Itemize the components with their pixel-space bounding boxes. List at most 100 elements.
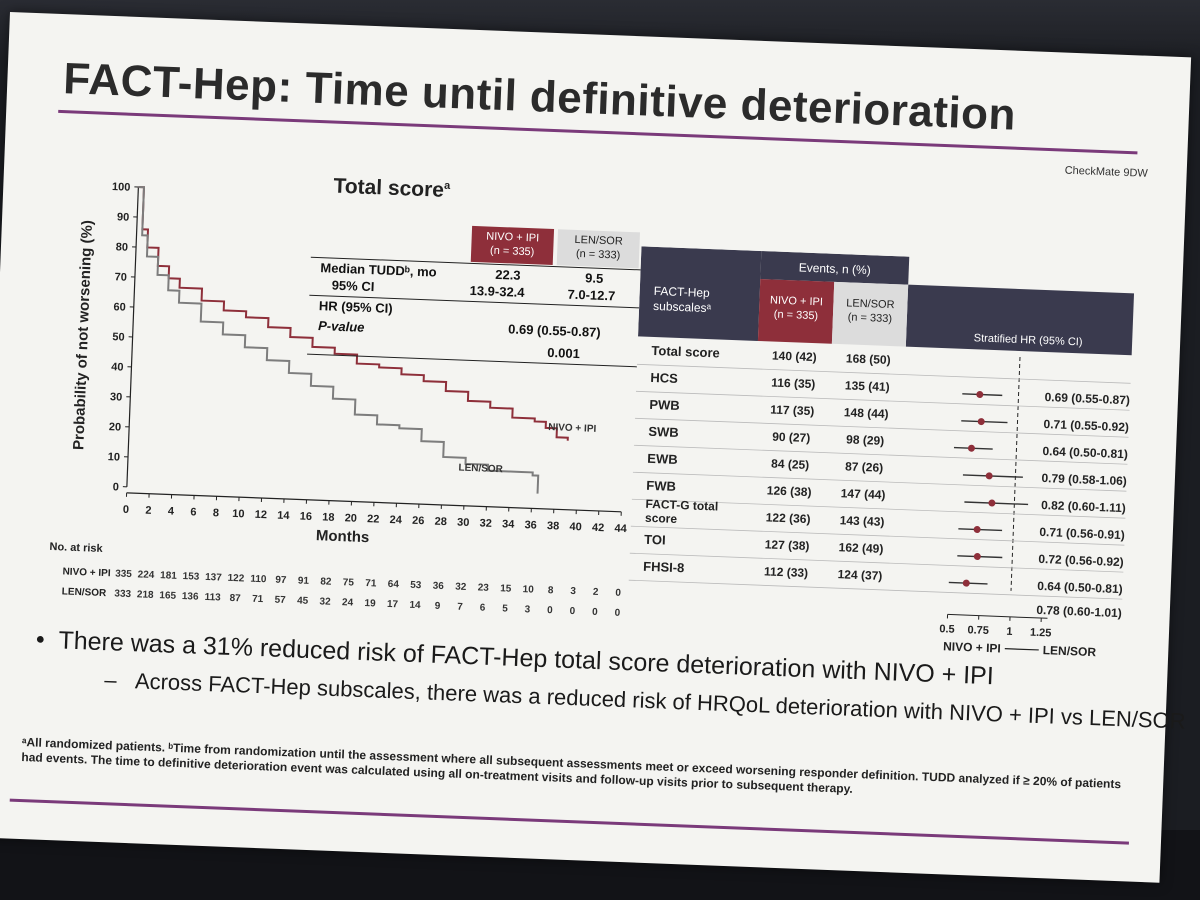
risk-count: 64 — [388, 579, 400, 590]
x-tick-label: 10 — [232, 508, 245, 520]
risk-count: 3 — [524, 604, 530, 615]
x-tick-label: 6 — [190, 506, 197, 518]
forest-row-rule — [631, 498, 1126, 519]
risk-count: 24 — [342, 597, 354, 608]
x-tick-label: 4 — [168, 505, 175, 517]
x-tick-label: 32 — [479, 517, 492, 529]
risk-count: 218 — [137, 589, 155, 601]
forest-header-bg — [638, 246, 762, 341]
hr-value-text: 0.71 (0.56-0.91) — [1039, 525, 1125, 542]
forest-arm2-events: 147 (44) — [841, 486, 886, 502]
ci-arm1: 13.9-32.4 — [469, 282, 525, 300]
risk-count: 19 — [364, 598, 376, 609]
hr-point — [967, 444, 975, 452]
risk-count: 113 — [204, 592, 221, 604]
x-tick-label: 38 — [547, 520, 560, 532]
presentation-slide: FACT-Hep: Time until definitive deterior… — [0, 12, 1192, 883]
arm1-header-n: (n = 335) — [774, 309, 819, 323]
x-tick-label: 18 — [322, 511, 335, 523]
y-tick-label: 10 — [108, 451, 121, 463]
risk-count: 45 — [297, 595, 309, 606]
hr-header: Stratified HR (95% CI) — [974, 332, 1083, 348]
hr-header-bg — [905, 284, 1135, 356]
hr-value-text: 0.72 (0.56-0.92) — [1038, 552, 1124, 569]
risk-count: 91 — [298, 575, 310, 586]
forest-arm2-events: 148 (44) — [844, 405, 889, 421]
risk-count: 57 — [274, 595, 286, 606]
forest-row-rule — [632, 471, 1127, 492]
forest-row-rule — [634, 417, 1129, 438]
y-tick-label: 90 — [117, 211, 130, 223]
forest-arm2-events: 162 (49) — [838, 540, 883, 556]
x-tick-label: 30 — [457, 517, 470, 529]
x-tick-label: 2 — [145, 505, 152, 517]
forest-arm1-events: 117 (35) — [770, 402, 815, 418]
forest-x-axis — [947, 613, 1048, 619]
hr-value-text: 0.64 (0.50-0.81) — [1042, 444, 1128, 461]
forest-row-rule — [630, 525, 1125, 546]
x-tick-label: 40 — [569, 521, 582, 533]
risk-count: 82 — [320, 576, 332, 587]
events-header-bg — [760, 251, 910, 285]
hr-value-text: 0.69 (0.55-0.87) — [1044, 390, 1130, 407]
x-tick-label: 42 — [592, 522, 605, 534]
forest-row-rule — [635, 390, 1130, 411]
risk-count: 7 — [457, 602, 463, 613]
forest-arm2-events: 98 (29) — [846, 432, 885, 447]
x-tick-label: 24 — [389, 514, 403, 526]
favors-arrow — [1004, 648, 1039, 651]
hr-value-text: 0.82 (0.60-1.11) — [1041, 498, 1126, 515]
risk-count: 122 — [227, 573, 245, 585]
forest-arm1-events: 90 (27) — [772, 430, 811, 445]
risk-count: 224 — [137, 569, 155, 581]
subscale-header: FACT-Hep — [653, 284, 710, 300]
km-series-label: LEN/SOR — [458, 463, 504, 476]
hr-value-text: 0.64 (0.50-0.81) — [1037, 579, 1123, 596]
forest-arm2-events: 168 (50) — [846, 351, 891, 367]
risk-count: 32 — [455, 582, 467, 593]
hr-point — [985, 472, 993, 480]
median-arm2: 9.5 — [584, 270, 604, 286]
favors-left-label: NIVO + IPI — [943, 639, 1001, 655]
risk-count: 32 — [319, 596, 331, 607]
forest-row-label: PWB — [649, 397, 680, 413]
risk-count: 110 — [250, 574, 267, 586]
slide-bottom-rule — [9, 798, 1129, 845]
forest-row-label: EWB — [647, 451, 678, 467]
forest-row-label: score — [645, 511, 678, 526]
arm1-header-bg — [757, 278, 835, 344]
subscale-header: subscalesᵃ — [653, 299, 712, 315]
x-tick-label: 14 — [277, 510, 291, 522]
risk-row-label: NIVO + IPI — [62, 566, 111, 579]
hr-point — [977, 418, 985, 426]
risk-count: 3 — [570, 586, 576, 597]
forest-arm2-events: 124 (37) — [837, 567, 882, 583]
x-tick-label: 34 — [502, 518, 516, 530]
forest-x-tick-label: 0.5 — [939, 623, 955, 636]
risk-count: 5 — [502, 603, 508, 614]
forest-row-label: FACT-G total — [645, 497, 718, 514]
risk-count: 36 — [432, 581, 444, 592]
risk-count: 153 — [182, 571, 200, 583]
stats-header-arm2-n: (n = 333) — [575, 247, 621, 262]
risk-count: 0 — [547, 605, 553, 616]
risk-count: 0 — [569, 606, 575, 617]
brand-label: CheckMate 9DW — [1064, 164, 1148, 180]
ci-arm2: 7.0-12.7 — [567, 286, 616, 304]
median-label: Median TUDDᵇ, mo — [320, 260, 437, 280]
x-tick-label: 44 — [614, 523, 628, 535]
forest-row-label: FHSI-8 — [643, 559, 685, 576]
y-tick-label: 60 — [113, 301, 126, 313]
x-tick-label: 28 — [434, 516, 447, 528]
x-axis-label: Months — [316, 527, 370, 546]
forest-row-label: TOI — [644, 532, 666, 548]
risk-count: 75 — [343, 577, 355, 588]
forest-row-rule — [629, 552, 1124, 573]
risk-count: 71 — [252, 594, 264, 605]
favors-right-label: LEN/SOR — [1042, 643, 1096, 659]
y-axis-label: Probability of not worsening (%) — [70, 220, 96, 450]
risk-count: 0 — [592, 607, 598, 618]
risk-count: 6 — [479, 602, 485, 613]
forest-row-rule — [633, 444, 1128, 465]
